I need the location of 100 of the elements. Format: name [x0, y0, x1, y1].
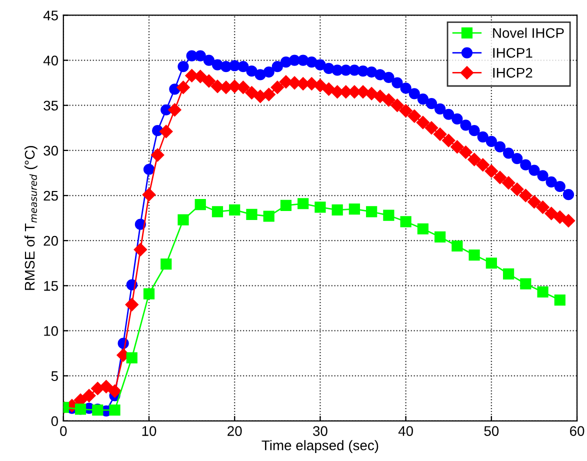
point — [383, 210, 394, 221]
point — [100, 380, 113, 394]
point — [126, 352, 138, 364]
legend-label: Novel IHCP — [493, 28, 564, 38]
point — [245, 86, 258, 100]
y-tick-label: 10 — [44, 326, 58, 336]
y-tick-label: 30 — [44, 146, 58, 156]
point — [562, 189, 574, 200]
point — [203, 54, 214, 66]
point — [374, 69, 386, 80]
point — [520, 159, 532, 170]
point — [262, 88, 276, 102]
point — [348, 203, 360, 215]
point — [434, 103, 446, 115]
point — [194, 198, 206, 210]
point — [408, 110, 421, 123]
point — [143, 288, 155, 300]
x-tick-label: 30 — [313, 426, 328, 436]
point — [366, 66, 378, 78]
point — [364, 87, 378, 100]
point — [502, 148, 514, 159]
point — [176, 80, 190, 94]
point — [272, 61, 283, 72]
point — [528, 164, 540, 176]
point — [246, 66, 258, 77]
point — [270, 80, 284, 94]
point — [125, 298, 138, 312]
point — [108, 384, 122, 398]
point — [417, 93, 428, 105]
point — [493, 170, 507, 184]
point — [178, 61, 189, 72]
point — [510, 182, 524, 196]
point — [400, 82, 412, 94]
y-tick-label: 0 — [51, 416, 58, 426]
point — [512, 152, 523, 164]
point — [229, 204, 240, 216]
point — [306, 56, 318, 68]
point — [134, 243, 148, 256]
point — [408, 88, 420, 100]
point — [486, 136, 497, 147]
x-tick-label: 20 — [228, 426, 242, 436]
point — [332, 204, 343, 216]
point — [142, 188, 156, 202]
legend-label: IHCP2 — [493, 68, 532, 78]
y-tick-label: 20 — [44, 236, 58, 246]
point — [322, 82, 336, 96]
point — [450, 140, 464, 154]
point — [298, 198, 309, 210]
point — [452, 240, 463, 252]
x-tick-label: 60 — [570, 426, 584, 436]
point — [424, 121, 438, 134]
point — [168, 103, 182, 116]
point — [212, 206, 224, 218]
point — [459, 146, 472, 159]
point — [169, 84, 180, 95]
point — [263, 66, 274, 78]
point — [477, 131, 488, 142]
point — [416, 116, 430, 130]
point — [280, 200, 292, 211]
point — [366, 206, 378, 218]
point — [452, 113, 463, 124]
point — [554, 180, 566, 192]
point — [468, 125, 480, 136]
y-tick-label: 45 — [43, 10, 58, 20]
point — [434, 231, 446, 243]
point — [390, 98, 404, 112]
point — [519, 188, 532, 202]
point — [246, 208, 258, 220]
legend-label: IHCP1 — [493, 48, 532, 58]
point — [314, 78, 327, 92]
point — [520, 278, 532, 290]
point — [150, 148, 164, 162]
point — [433, 128, 447, 141]
point — [502, 268, 514, 280]
point — [486, 258, 497, 269]
point — [494, 141, 506, 152]
y-tick-label: 40 — [43, 56, 58, 66]
point — [82, 389, 96, 402]
point — [400, 216, 412, 228]
point — [236, 80, 250, 94]
point — [392, 77, 403, 88]
point — [143, 164, 155, 175]
point — [314, 59, 326, 70]
point — [280, 56, 292, 68]
x-axis-title: Time elapsed (sec) — [262, 440, 378, 454]
x-tick-label: 40 — [398, 426, 413, 436]
point — [562, 214, 576, 228]
point — [536, 200, 550, 214]
y-tick-label: 25 — [44, 190, 58, 201]
point — [202, 74, 216, 88]
point — [194, 70, 207, 84]
x-tick-label: 10 — [142, 426, 156, 436]
point — [528, 195, 541, 208]
point — [537, 286, 548, 298]
point — [417, 223, 428, 234]
point — [502, 176, 516, 190]
point — [442, 134, 456, 148]
point — [160, 124, 173, 138]
point — [544, 206, 558, 220]
point — [194, 50, 206, 62]
